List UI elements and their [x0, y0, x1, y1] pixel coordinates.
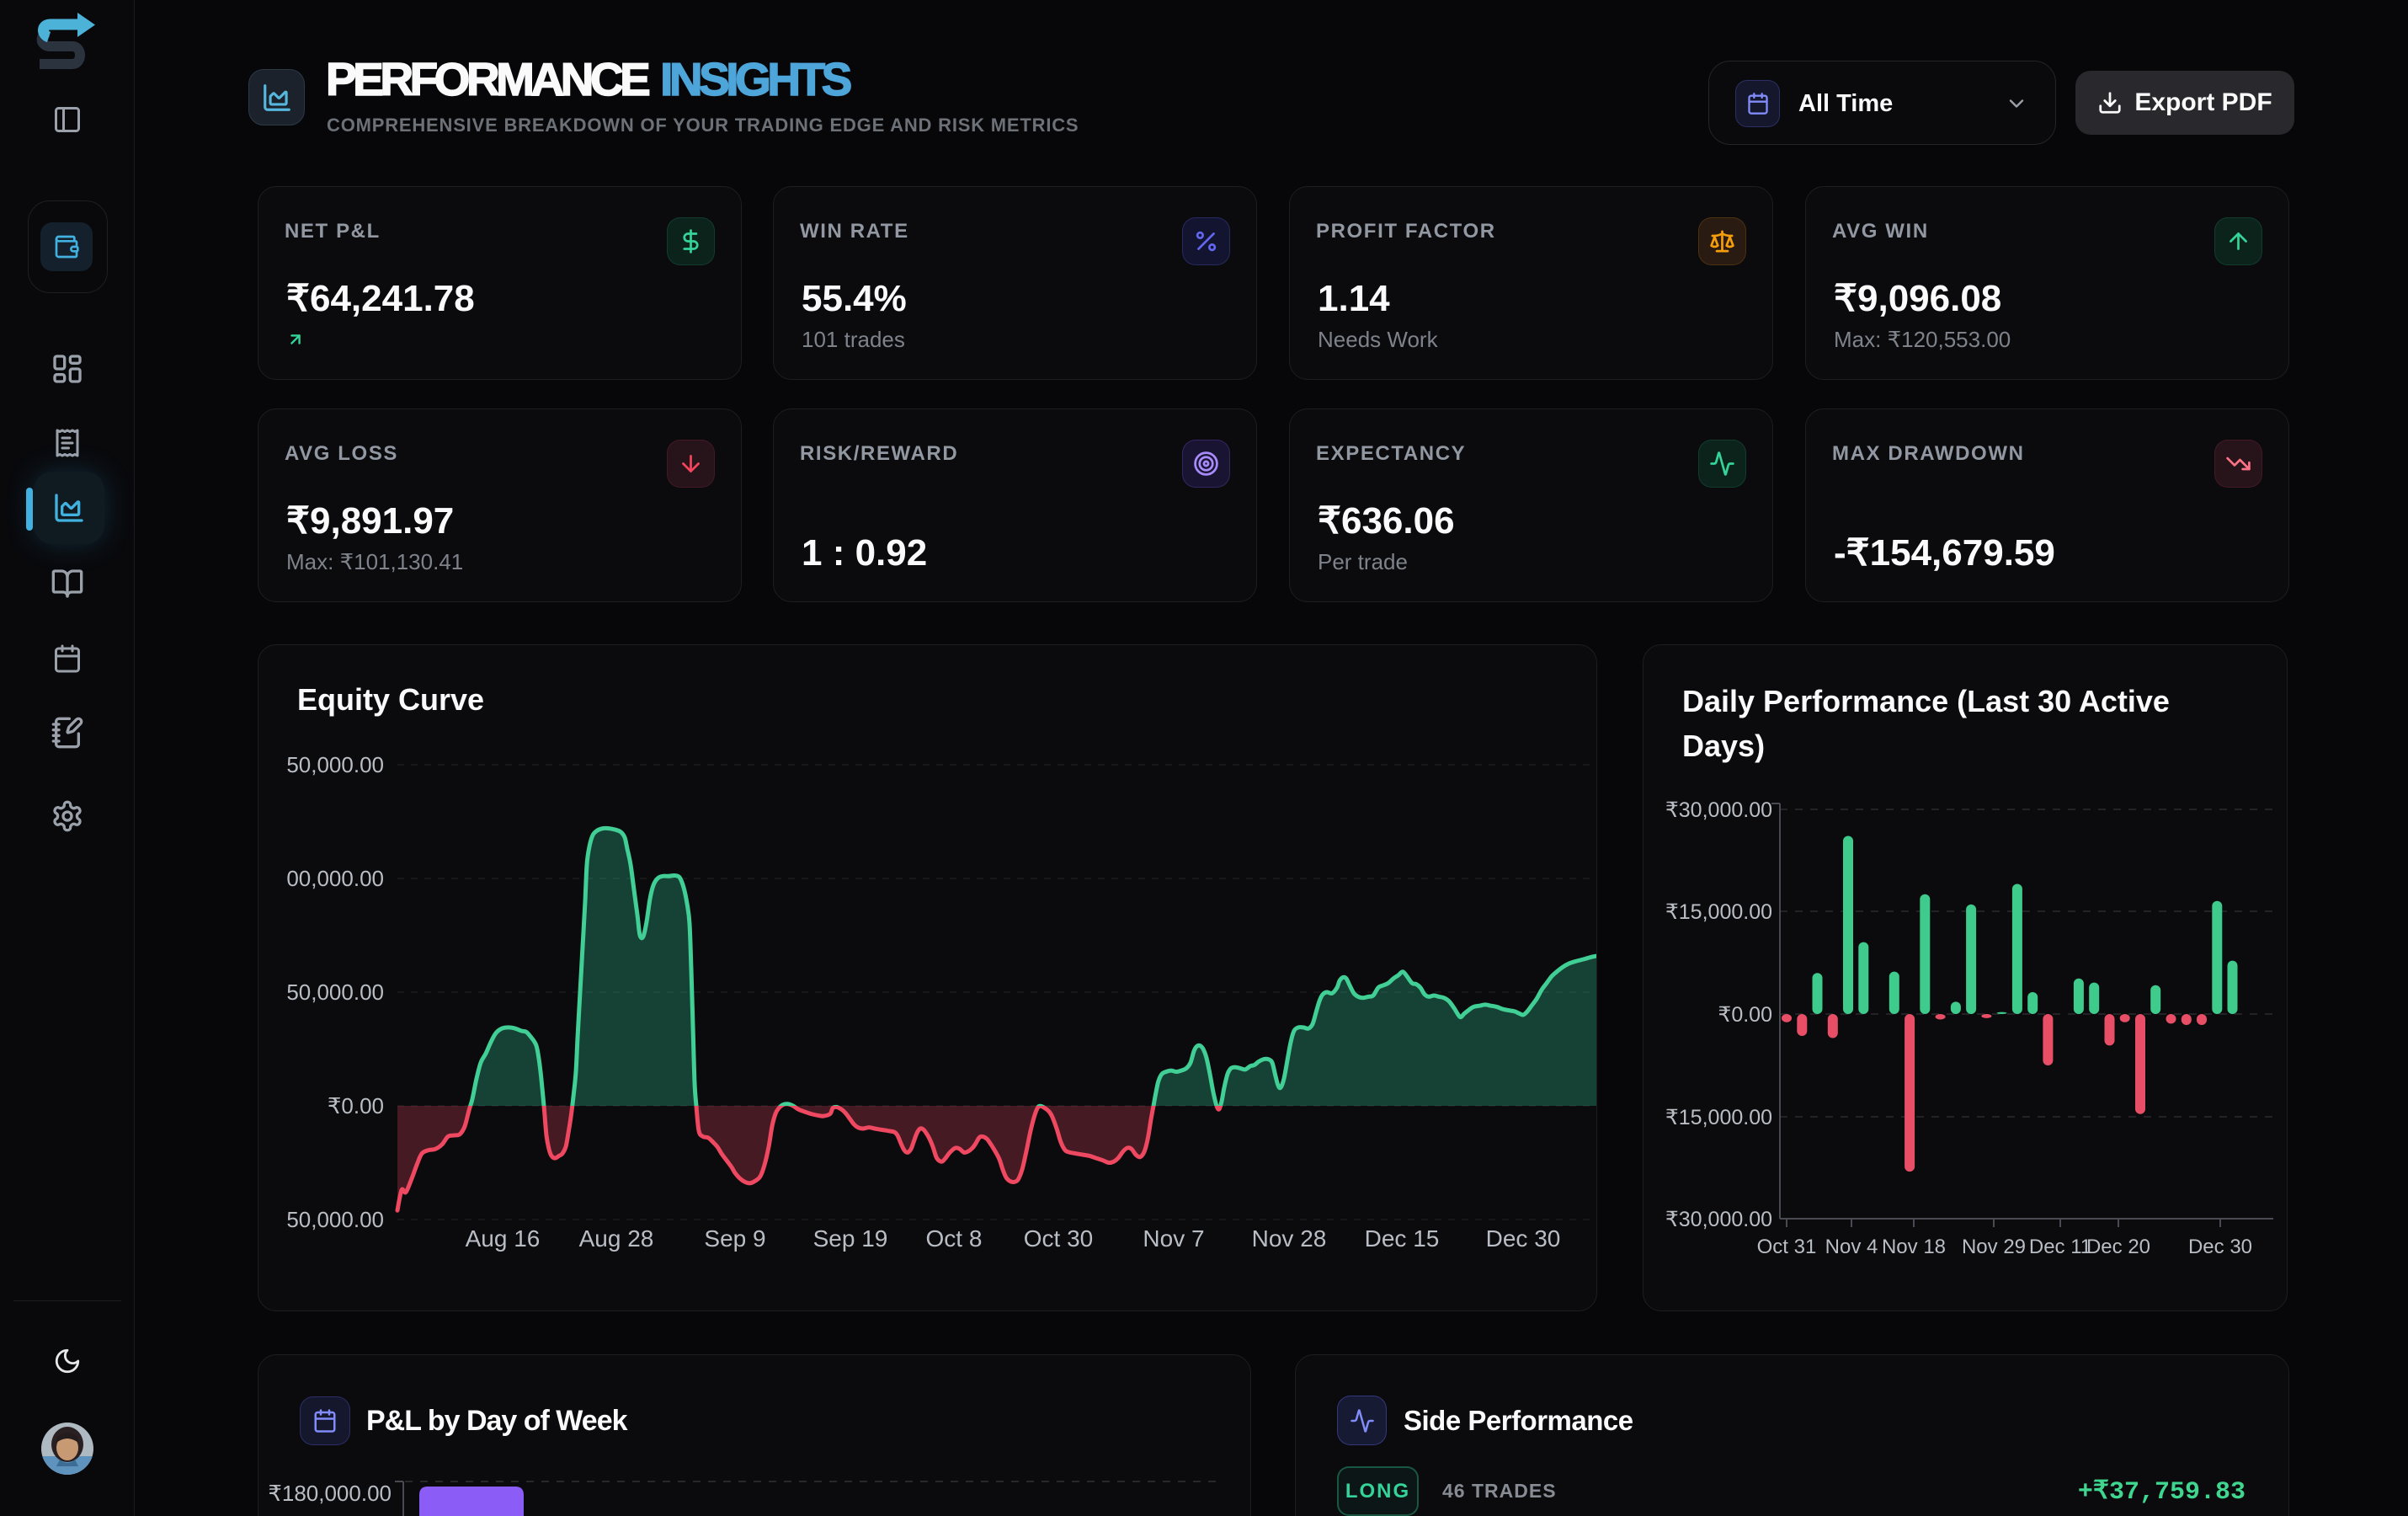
svg-text:Dec 11: Dec 11 [2029, 1236, 2091, 1258]
svg-text:Oct 30: Oct 30 [1024, 1225, 1093, 1252]
svg-text:Nov 28: Nov 28 [1252, 1225, 1327, 1252]
svg-text:Oct 31: Oct 31 [1757, 1236, 1817, 1258]
svg-text:Sep 9: Sep 9 [704, 1225, 765, 1252]
svg-text:Nov 18: Nov 18 [1882, 1236, 1946, 1258]
svg-text:Nov 4: Nov 4 [1825, 1236, 1878, 1258]
svg-text:00,000.00: 00,000.00 [286, 866, 384, 891]
svg-text:Aug 28: Aug 28 [579, 1225, 654, 1252]
svg-text:50,000.00: 50,000.00 [286, 980, 384, 1005]
svg-text:₹15,000.00: ₹15,000.00 [1665, 1106, 1772, 1129]
svg-text:Nov 29: Nov 29 [1962, 1236, 2026, 1258]
svg-text:₹0.00: ₹0.00 [328, 1093, 384, 1118]
svg-text:Dec 30: Dec 30 [2188, 1236, 2252, 1258]
svg-text:₹15,000.00: ₹15,000.00 [1665, 900, 1772, 924]
svg-text:Nov 7: Nov 7 [1143, 1225, 1204, 1252]
svg-text:Oct 8: Oct 8 [926, 1225, 983, 1252]
svg-text:₹180,000.00: ₹180,000.00 [268, 1481, 392, 1506]
svg-text:Sep 19: Sep 19 [813, 1225, 888, 1252]
svg-text:Dec 30: Dec 30 [1486, 1225, 1561, 1252]
svg-text:Aug 16: Aug 16 [466, 1225, 541, 1252]
svg-text:₹0.00: ₹0.00 [1718, 1003, 1772, 1027]
svg-text:Dec 15: Dec 15 [1365, 1225, 1440, 1252]
svg-text:₹30,000.00: ₹30,000.00 [1665, 798, 1772, 822]
svg-text:Dec 20: Dec 20 [2086, 1236, 2150, 1258]
svg-text:50,000.00: 50,000.00 [286, 752, 384, 777]
svg-text:50,000.00: 50,000.00 [286, 1207, 384, 1232]
svg-text:₹30,000.00: ₹30,000.00 [1665, 1208, 1772, 1231]
